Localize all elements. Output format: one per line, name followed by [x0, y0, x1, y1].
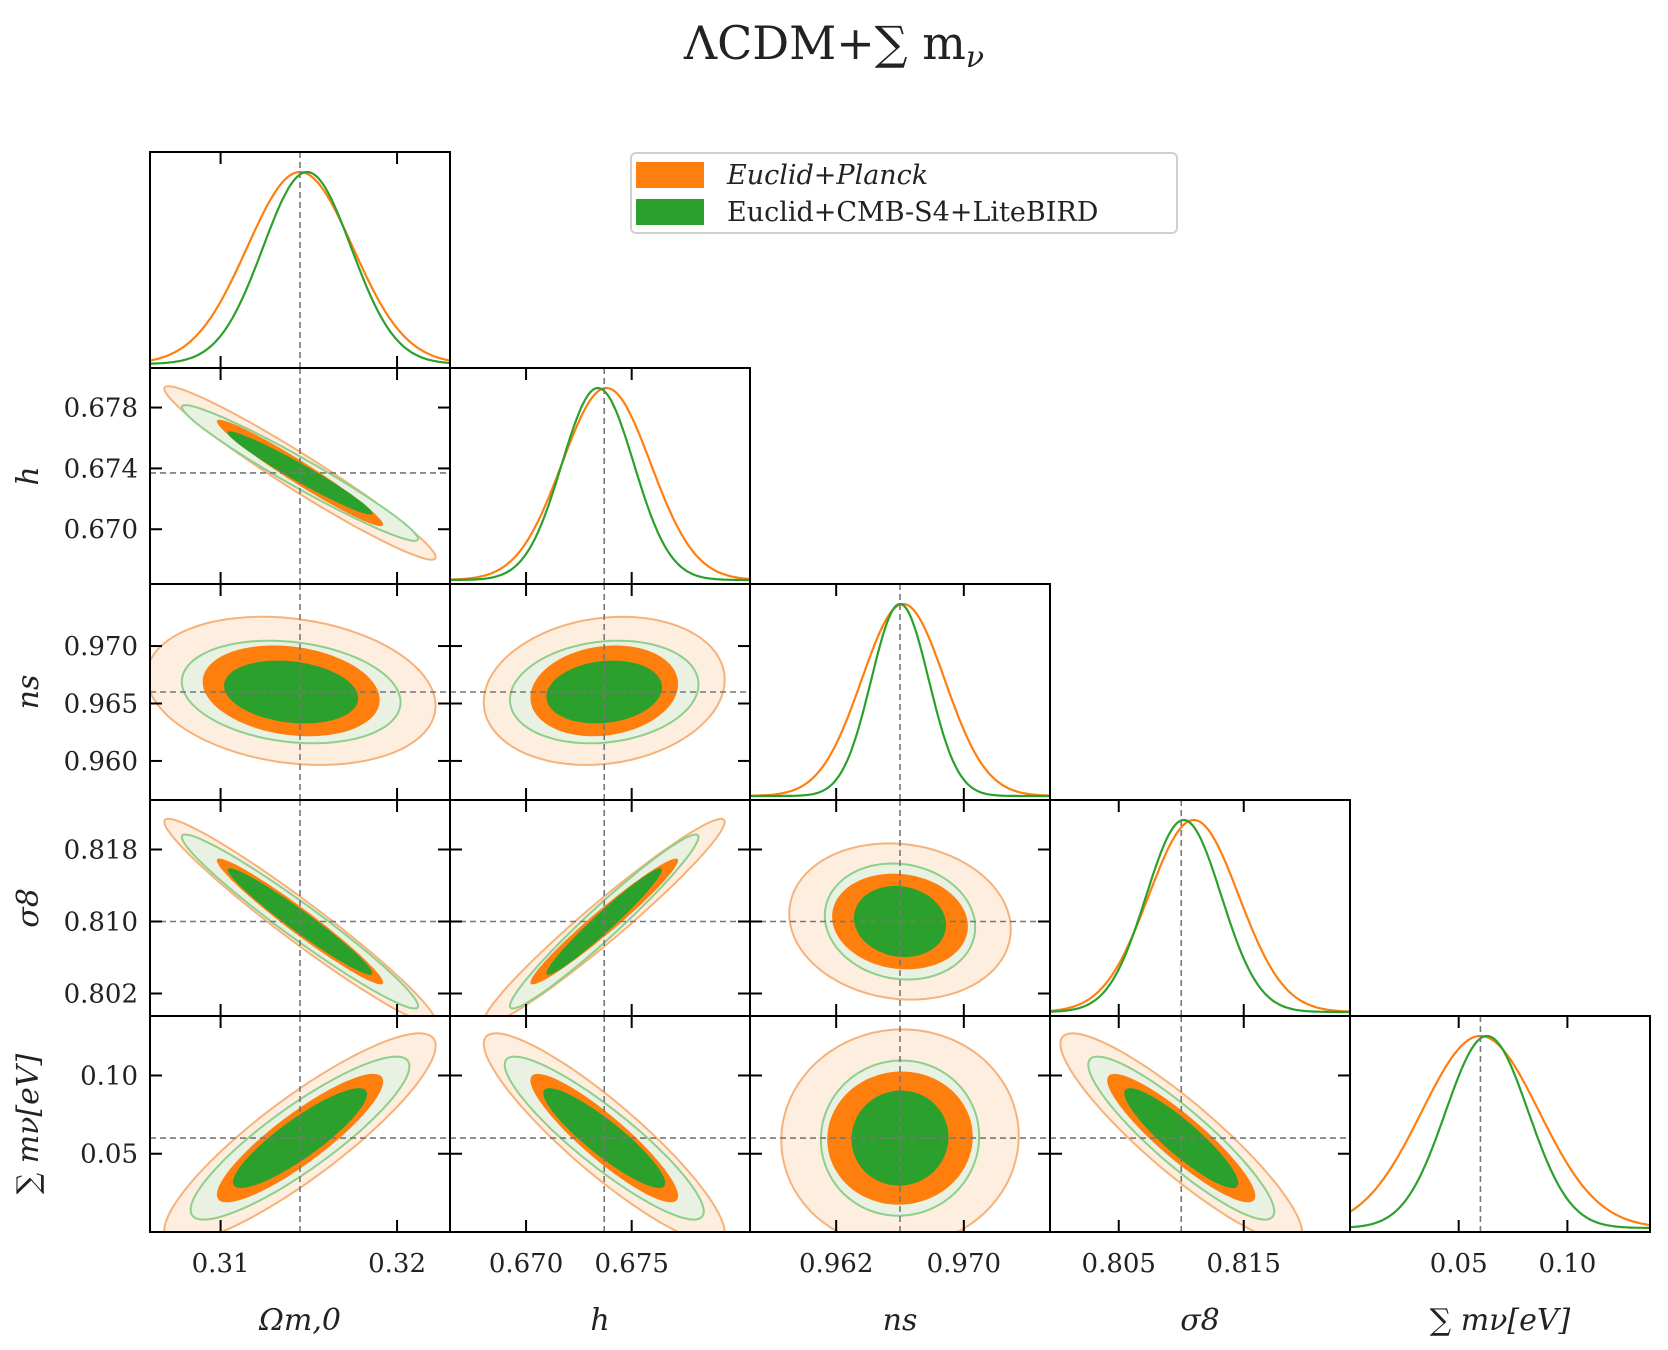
y-axis-label-s8: σ8 [11, 888, 46, 928]
x-axis-label-s8: σ8 [1180, 1303, 1220, 1338]
y-tick-label-mnu: 0.10 [80, 1061, 138, 1091]
figure-title: ΛCDM+∑ mν [683, 16, 985, 75]
y-axis-label-h: h [11, 466, 46, 485]
panel-mnu-mnu [1350, 1016, 1650, 1232]
x-axis-label-Om: Ωm,0 [258, 1303, 341, 1338]
y-tick-label-ns: 0.960 [64, 747, 138, 777]
x-axis-label-mnu: ∑ mν[eV] [1430, 1303, 1571, 1338]
marginal-curve-s4-s8 [1050, 818, 1350, 1014]
panel-Om-mnu [150, 1016, 450, 1232]
y-tick-label-h: 0.674 [64, 454, 138, 484]
panel-s8-s8 [1050, 800, 1350, 1016]
x-tick-label-Om: 0.32 [368, 1249, 426, 1279]
x-tick-label-mnu: 0.10 [1538, 1249, 1596, 1279]
panel-h-mnu [450, 1016, 750, 1232]
panel-ns-mnu [750, 1016, 1050, 1232]
y-tick-label-ns: 0.965 [64, 689, 138, 719]
panel-ns-s8 [750, 800, 1050, 1016]
x-axis-label-h: h [590, 1303, 609, 1338]
marginal-curve-planck-mnu [1350, 1034, 1650, 1227]
x-tick-label-ns: 0.970 [927, 1249, 1001, 1279]
x-tick-label-mnu: 0.05 [1430, 1249, 1488, 1279]
y-tick-label-h: 0.678 [64, 394, 138, 424]
y-tick-label-h: 0.670 [64, 515, 138, 545]
marginal-curve-planck-s8 [1050, 818, 1350, 1013]
marginal-curve-s4-h [450, 386, 750, 582]
y-axis-label-mnu: ∑ mν[eV] [11, 1053, 46, 1194]
x-axis-label-ns: ns [883, 1303, 918, 1338]
panel-frame [1349, 1015, 1651, 1233]
panel-ns-ns [750, 584, 1050, 800]
x-tick-label-s8: 0.805 [1082, 1249, 1156, 1279]
legend-label-s4: Euclid+CMB-S4+LiteBIRD [727, 197, 1099, 228]
legend-swatch-s4 [636, 199, 704, 225]
panel-h-h [450, 368, 750, 584]
legend-entry-planck: Euclid+Planck [632, 158, 1176, 194]
y-tick-label-s8: 0.802 [64, 980, 138, 1010]
y-tick-label-mnu: 0.05 [80, 1140, 138, 1170]
panel-h-ns [450, 584, 750, 800]
panel-s8-mnu [1050, 1016, 1350, 1232]
y-tick-label-s8: 0.818 [64, 836, 138, 866]
panel-Om-h [150, 368, 450, 584]
x-tick-label-h: 0.670 [489, 1249, 563, 1279]
marginal-curve-planck-h [450, 386, 750, 581]
x-tick-label-Om: 0.31 [192, 1249, 250, 1279]
legend-label-planck: Euclid+Planck [727, 160, 929, 191]
y-tick-label-ns: 0.970 [64, 632, 138, 662]
legend: Euclid+Planck Euclid+CMB-S4+LiteBIRD [630, 152, 1178, 234]
x-tick-label-h: 0.675 [594, 1249, 668, 1279]
panel-Om-ns [150, 584, 450, 800]
x-tick-label-ns: 0.962 [799, 1249, 873, 1279]
y-axis-label-ns: ns [11, 675, 46, 710]
panel-Om-Om [150, 152, 450, 368]
panel-frame [1049, 799, 1351, 1017]
marginal-curve-s4-mnu [1350, 1034, 1650, 1229]
legend-swatch-planck [636, 162, 704, 188]
x-tick-label-s8: 0.815 [1207, 1249, 1281, 1279]
panel-h-s8 [450, 800, 750, 1016]
y-tick-label-s8: 0.810 [64, 908, 138, 938]
panel-frame [449, 367, 751, 585]
legend-entry-s4: Euclid+CMB-S4+LiteBIRD [632, 195, 1176, 231]
panel-Om-s8 [150, 800, 450, 1016]
